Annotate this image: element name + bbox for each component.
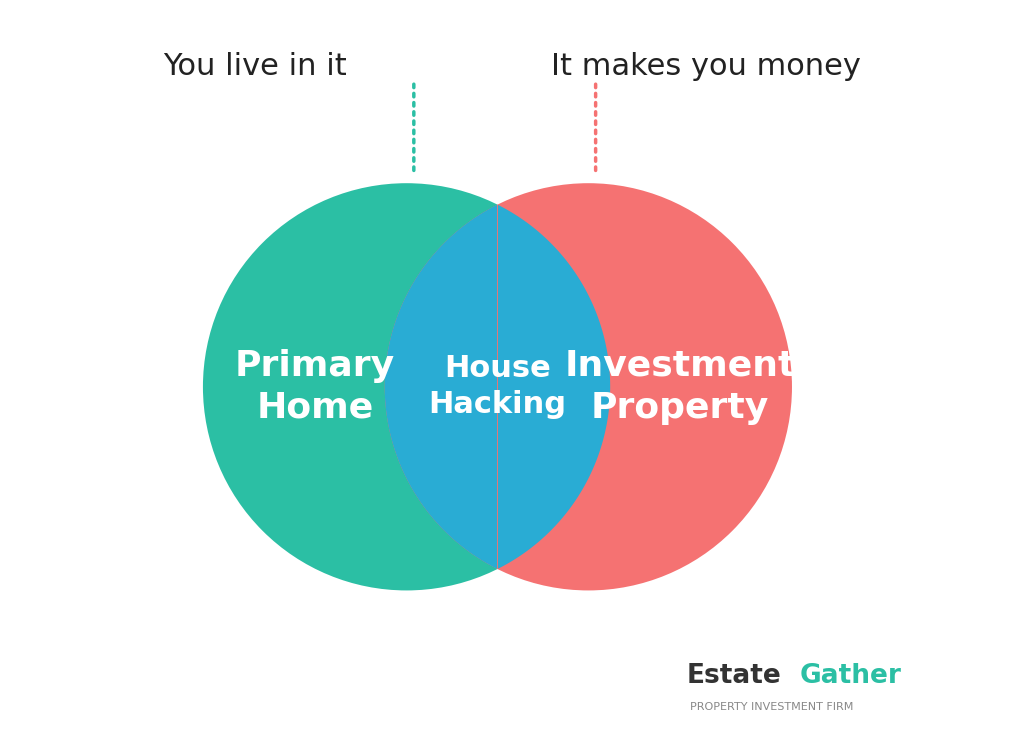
Text: Investment
Property: Investment Property [564, 349, 796, 425]
Circle shape [385, 183, 792, 591]
Text: Primary
Home: Primary Home [234, 349, 395, 425]
Polygon shape [385, 204, 610, 569]
Circle shape [203, 183, 610, 591]
Text: Estate: Estate [686, 663, 781, 688]
Text: House
Hacking: House Hacking [428, 354, 566, 419]
Text: You live in it: You live in it [163, 53, 347, 81]
Text: It makes you money: It makes you money [551, 53, 861, 81]
Text: Gather: Gather [800, 663, 901, 688]
Text: PROPERTY INVESTMENT FIRM: PROPERTY INVESTMENT FIRM [690, 702, 854, 712]
